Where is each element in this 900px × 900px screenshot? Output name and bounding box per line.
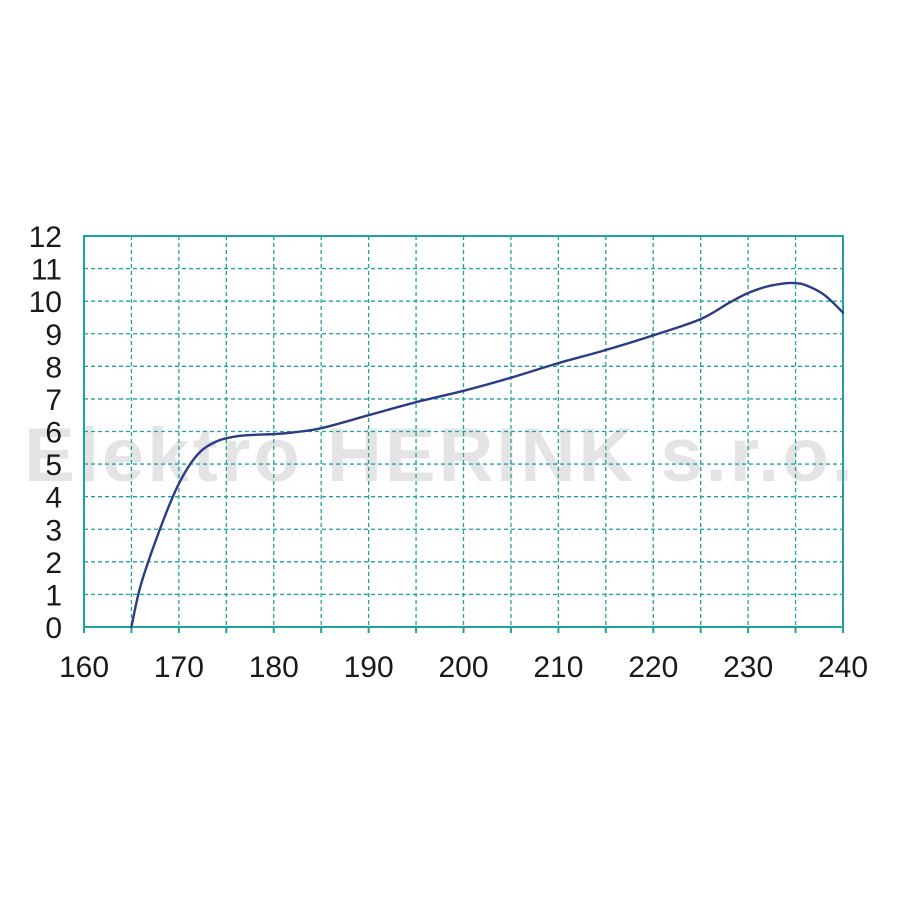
- series-line: [130, 281, 845, 629]
- y-tick-label: 11: [31, 254, 62, 287]
- y-tick-label: 8: [45, 351, 62, 384]
- x-tick-label: 160: [59, 651, 109, 684]
- x-tick-label: 230: [723, 651, 773, 684]
- y-tick-label: 0: [45, 612, 62, 645]
- x-tick-label: 240: [818, 651, 868, 684]
- y-tick-label: 5: [45, 449, 62, 482]
- x-tick-label: 170: [154, 651, 204, 684]
- y-tick-label: 7: [45, 384, 62, 417]
- y-tick-label: 10: [29, 286, 62, 319]
- y-tick-label: 3: [45, 514, 62, 547]
- y-tick-label: 4: [45, 482, 62, 515]
- x-tick-label: 200: [438, 651, 488, 684]
- x-tick-label: 180: [249, 651, 299, 684]
- x-tick-label: 210: [533, 651, 583, 684]
- y-tick-label: 12: [29, 221, 62, 254]
- y-tick-label: 1: [45, 579, 62, 612]
- x-axis-ticks: 160 170 180 190 200 210 220 230 240: [59, 651, 868, 684]
- series-layer: [130, 281, 845, 629]
- y-tick-label: 9: [45, 319, 62, 352]
- watermark-text: Elektro HERINK s.r.o.: [24, 413, 856, 498]
- y-tick-label: 2: [45, 547, 62, 580]
- x-tick-label: 190: [344, 651, 394, 684]
- y-tick-label: 6: [45, 417, 62, 450]
- x-tick-label: 220: [628, 651, 678, 684]
- plot-frame: [83, 235, 844, 633]
- grid: [84, 236, 843, 627]
